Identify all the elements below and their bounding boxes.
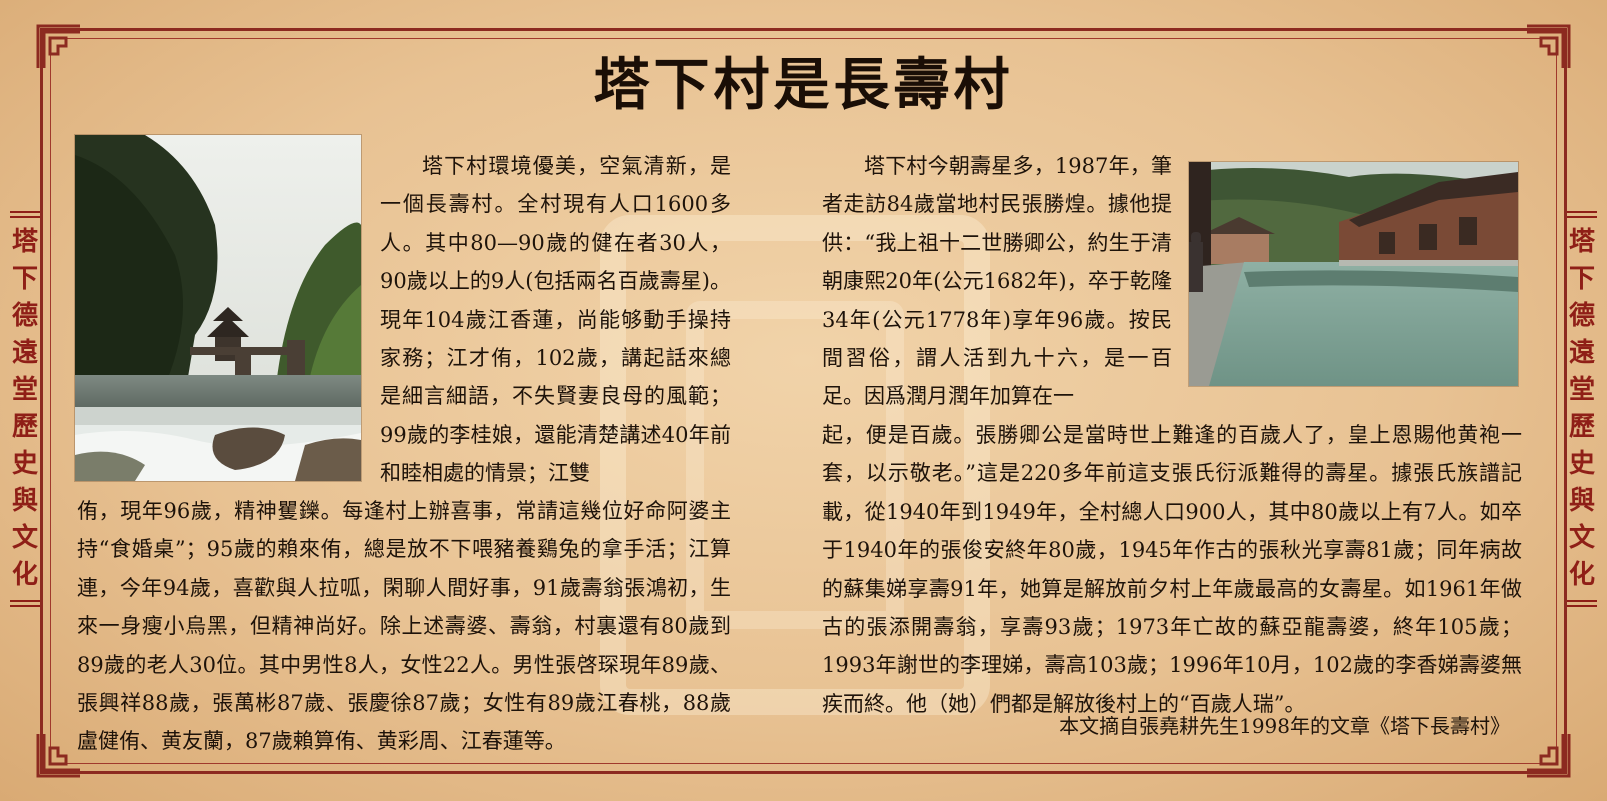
side-label-right-text: 塔下德遠堂歷史與文化 [1568, 227, 1595, 590]
side-bar-bottom [1567, 600, 1597, 607]
corner-ornament-icon [36, 732, 82, 778]
side-bar-top [10, 211, 40, 218]
side-label-left-text: 塔下德遠堂歷史與文化 [11, 227, 38, 590]
right-paragraph-bottom: 起，便是百歲。張勝卿公是當時世上難逢的百歲人了，皇上恩賜他黄袍一套，以示敬老。”… [822, 423, 1522, 716]
side-label-left: 塔下德遠堂歷史與文化 [2, 205, 48, 613]
inner-border [50, 38, 1557, 764]
corner-ornament-icon [1525, 732, 1571, 778]
shou-character-watermark [600, 215, 990, 715]
village-street-photo [1189, 162, 1518, 386]
outer-border [40, 28, 1567, 774]
left-paragraph-top: 塔下村環境優美，空氣清新，是一個長壽村。全村現有人口1600多人。其中80—90… [380, 154, 731, 486]
river-bridge-photo [75, 135, 361, 481]
source-note: 本文摘自張堯耕先生1998年的文章《塔下長壽村》 [1059, 714, 1510, 738]
right-paragraph-top: 塔下村今朝壽星多，1987年，筆者走訪84歲當地村民張勝煌。據他提供：“我上祖十… [822, 154, 1172, 409]
page-title: 塔下村是長壽村 [593, 52, 1014, 118]
side-bar-bottom [10, 600, 40, 607]
left-paragraph-bottom: 侑，現年96歲，精神矍鑠。每逢村上辦喜事，常請這幾位好命阿婆主持“食婚桌”；95… [77, 499, 731, 754]
side-bar-top [1567, 211, 1597, 218]
corner-ornament-icon [1525, 24, 1571, 70]
corner-ornament-icon [36, 24, 82, 70]
side-label-right: 塔下德遠堂歷史與文化 [1559, 205, 1605, 613]
